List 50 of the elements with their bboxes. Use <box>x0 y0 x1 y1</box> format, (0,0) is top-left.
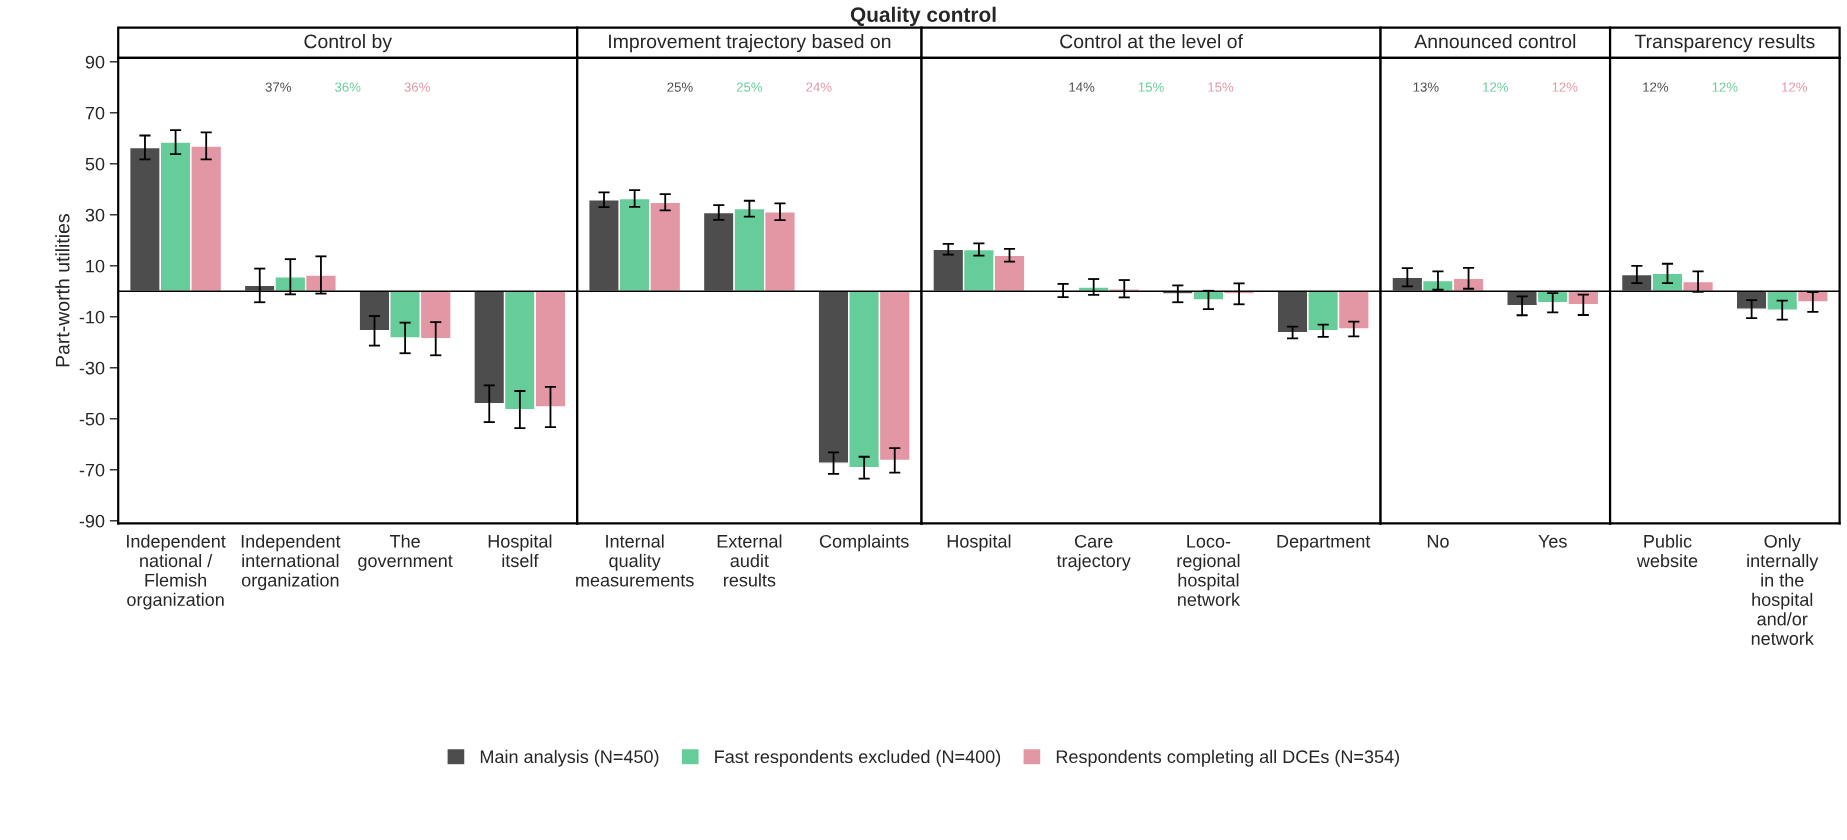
chart-subtitle: Improvement trajectory based on <box>609 34 891 53</box>
annotation: 25% <box>736 82 763 92</box>
annotation: 15% <box>1208 82 1234 92</box>
annotation: 12% <box>1552 82 1578 92</box>
legend-label: Main analysis (N=450) <box>480 749 659 767</box>
y-tick-label: -90 <box>79 514 105 528</box>
x-tick-label: Internal quality measurements <box>576 534 694 587</box>
y-tick-label: -10 <box>79 310 105 324</box>
legend-label: Respondents completing all DCEs (N=354) <box>1056 749 1399 767</box>
annotation: 12% <box>1712 82 1738 92</box>
x-tick-label: Loco- regional hospital network <box>1177 535 1241 607</box>
annotation: 36% <box>404 82 430 92</box>
chart-subtitle: Control at the level of <box>1060 34 1243 49</box>
chart-subtitle: Announced control <box>1414 34 1576 49</box>
x-tick-label: The government <box>358 534 453 571</box>
x-tick-label: Only internally in the hospital and/or network <box>1747 534 1819 645</box>
chart-subtitle: Control by <box>304 34 392 53</box>
y-tick-label: -70 <box>79 463 105 477</box>
y-tick-label: 90 <box>85 55 105 69</box>
x-tick-label: Hospital <box>947 534 1011 552</box>
annotation: 14% <box>1069 82 1095 92</box>
annotation: 12% <box>1782 82 1808 92</box>
x-tick-label: No <box>1427 535 1449 548</box>
annotation: 37% <box>265 82 292 92</box>
annotation: 36% <box>335 82 361 92</box>
y-tick-label: -30 <box>79 361 105 375</box>
x-tick-label: Department <box>1277 535 1371 552</box>
y-tick-label: 50 <box>85 157 105 171</box>
annotation: 13% <box>1413 82 1439 92</box>
x-tick-label: Public website <box>1636 534 1698 568</box>
annotation: 12% <box>1483 82 1509 92</box>
annotation: 12% <box>1643 82 1669 92</box>
chart-title: Quality control <box>850 6 996 27</box>
y-tick-label: -50 <box>79 412 105 426</box>
annotation: 25% <box>667 82 693 92</box>
y-axis-title: Part-worth utilities <box>55 214 70 367</box>
x-tick-label: Care trajectory <box>1056 534 1131 571</box>
x-tick-label: Yes <box>1538 535 1567 548</box>
x-tick-label: Independent international organization <box>241 534 341 591</box>
y-tick-label: 30 <box>85 208 105 222</box>
legend-label: Fast respondents excluded (N=400) <box>715 749 1001 767</box>
x-tick-label: Complaints <box>819 534 909 552</box>
y-tick-label: 70 <box>85 106 105 120</box>
annotation: 15% <box>1138 82 1164 92</box>
x-tick-label: Independent national / Flemish organization <box>127 534 226 610</box>
chart-subtitle: Transparency results <box>1634 34 1815 53</box>
x-tick-label: External audit results <box>717 534 782 587</box>
y-tick-label: 10 <box>86 259 105 273</box>
x-tick-label: Hospital itself <box>488 534 552 568</box>
annotation: 24% <box>806 82 832 92</box>
